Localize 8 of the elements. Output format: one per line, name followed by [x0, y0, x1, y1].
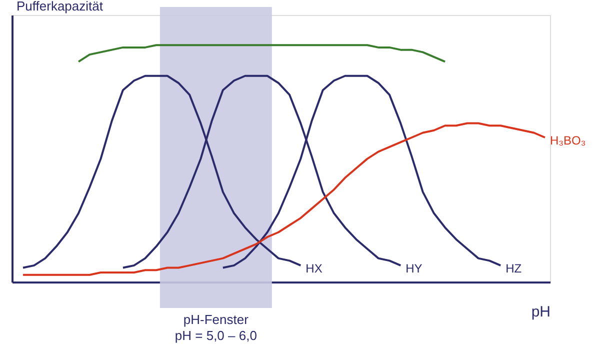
- series-label: HY: [406, 261, 422, 276]
- series-label: HX: [306, 261, 322, 276]
- text: pH = 5,0 – 6,0: [174, 328, 257, 343]
- y-axis-title: Pufferkapazität: [16, 0, 104, 14]
- text: pH-Fenster: [183, 312, 250, 327]
- series-label: HZ: [506, 261, 522, 276]
- x-axis-title: pH: [531, 304, 550, 320]
- series-label: H₃BO₃: [550, 133, 586, 148]
